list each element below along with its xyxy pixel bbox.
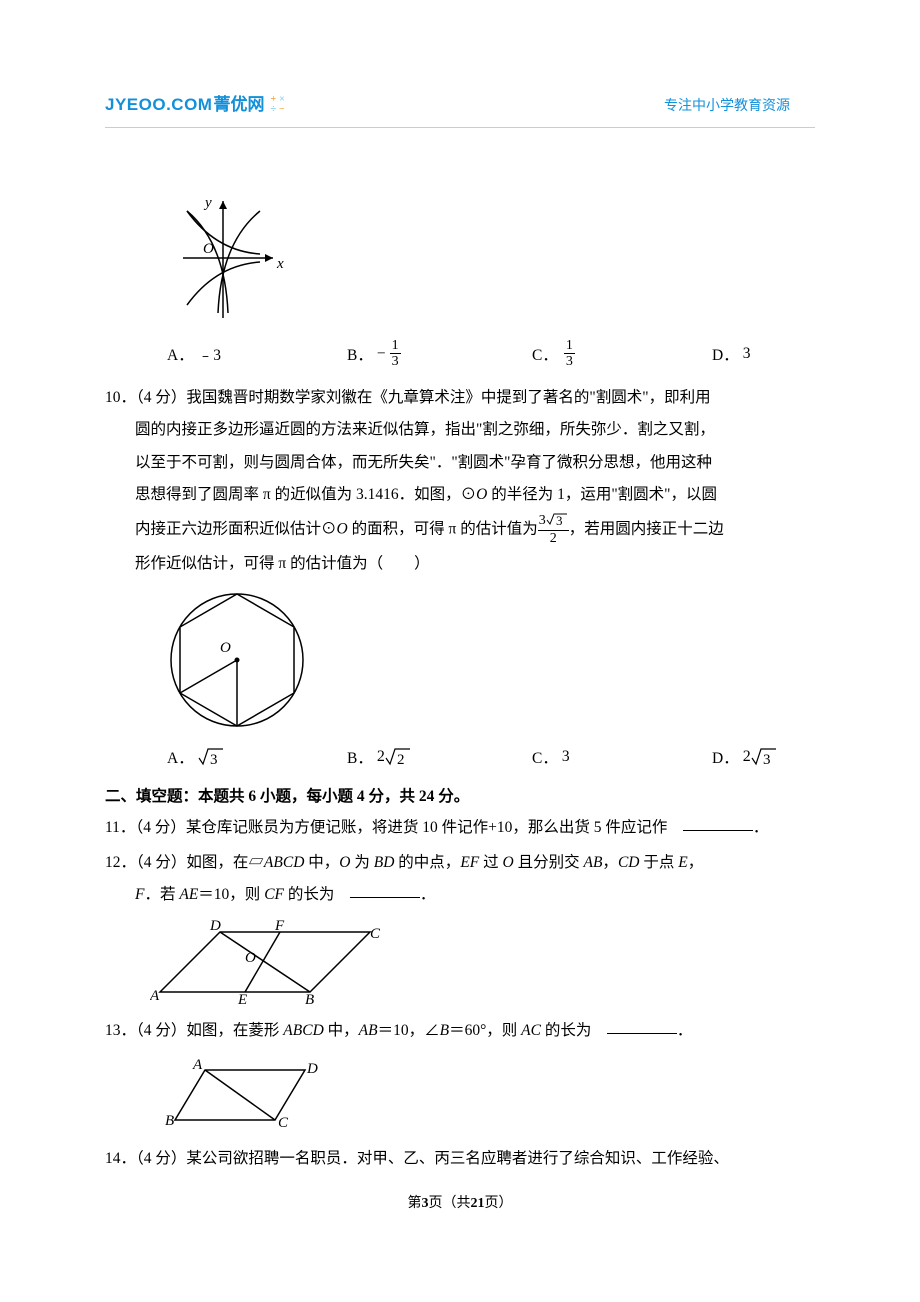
svg-text:B: B [305, 992, 314, 1005]
question-number: 12． [105, 854, 136, 871]
parallelogram-svg: A E B D F C O [150, 920, 380, 1005]
question-number: 11． [105, 819, 135, 836]
blank-fill-icon [683, 816, 753, 832]
logo-icon: +× ÷− [270, 95, 284, 115]
svg-text:2: 2 [397, 752, 405, 767]
q10-line3: 以至于不可割，则与圆周合体，而无所失矣"．"割圆术"孕育了微积分思想，他用这种 [135, 447, 815, 480]
sqrt-3-icon: 3 [198, 747, 224, 767]
q10-option-a: A． 3 [167, 746, 347, 768]
section-2-title: 二、填空题：本题共 6 小题，每小题 4 分，共 24 分。 [105, 781, 815, 812]
q12-figure: A E B D F C O [150, 920, 815, 1010]
option-value: 3 [562, 748, 570, 766]
q9-option-d: D． 3 [712, 343, 750, 365]
svg-text:B: B [165, 1113, 174, 1129]
q10-line5: 内接正六边形面积近似估计⊙O 的面积，可得 π 的估计值为332，若用圆内接正十… [135, 512, 815, 548]
q13: 13．（4 分）如图，在菱形 ABCD 中，AB＝10，∠B＝60°，则 AC … [105, 1015, 815, 1048]
page-header: JYEOO.COM 菁优网 +× ÷− 专注中小学教育资源 [0, 0, 920, 115]
blank-fill-icon [607, 1018, 677, 1034]
svg-text:3: 3 [210, 752, 218, 767]
question-points: （4 分） [136, 1150, 186, 1167]
q9-figure: O x y [165, 193, 815, 328]
question-points: （4 分） [136, 1022, 186, 1039]
q10-line2: 圆的内接正多边形逼近圆的方法来近似估算，指出"割之弥细，所失弥少．割之又割， [135, 414, 815, 447]
q10-option-b: B． 22 [347, 746, 532, 768]
fraction: 1 3 [564, 338, 575, 370]
q10-line6: 形作近似估计，可得 π 的估计值为（ ） [135, 548, 815, 581]
option-value: 3 [743, 345, 751, 363]
q13-figure: A D B C [165, 1055, 815, 1138]
svg-text:D: D [306, 1061, 318, 1077]
q10-option-d: D． 23 [712, 746, 777, 768]
svg-text:C: C [278, 1115, 289, 1131]
hyperbola-svg: O x y [165, 193, 290, 323]
question-points: （4 分） [135, 819, 185, 836]
q10-text1: 我国魏晋时期数学家刘徽在《九章算术注》中提到了著名的"割圆术"，即利用 [186, 389, 710, 406]
svg-text:E: E [237, 992, 247, 1005]
svg-text:A: A [150, 988, 160, 1004]
q12-line2: F．若 AE＝10，则 CF 的长为 ． [135, 879, 815, 912]
q10-line4: 思想得到了圆周率 π 的近似值为 3.1416．如图，⊙O 的半径为 1，运用"… [135, 479, 815, 512]
option-label: A． [167, 343, 194, 365]
option-label: A． [167, 746, 194, 768]
option-label: C． [532, 746, 558, 768]
q10-figure: O [165, 588, 815, 738]
q11: 11．（4 分）某仓库记账员为方便记账，将进货 10 件记作+10，那么出货 5… [105, 812, 815, 845]
question-number: 10． [105, 389, 136, 406]
q9-option-b: B． − 1 3 [347, 338, 532, 370]
fraction: 332 [538, 512, 569, 548]
page-footer: 第3页（共21页） [0, 1192, 920, 1212]
svg-text:O: O [220, 640, 231, 656]
fraction: 1 3 [390, 338, 401, 370]
option-value: ﹣3 [198, 343, 221, 365]
svg-text:F: F [274, 920, 285, 934]
question-points: （4 分） [136, 389, 186, 406]
question-points: （4 分） [136, 854, 186, 871]
q10-options: A． 3 B． 22 C． 3 D． 23 [167, 746, 815, 768]
q10-option-c: C． 3 [532, 746, 712, 768]
sqrt-2-icon: 2 [385, 747, 411, 767]
page-content: O x y A． ﹣3 B． − 1 3 C． 1 3 D． 3 [0, 128, 920, 1176]
q9-option-a: A． ﹣3 [167, 343, 347, 365]
option-label: D． [712, 343, 739, 365]
option-label: B． [347, 343, 373, 365]
q12: 12．（4 分）如图，在▱ABCD 中，O 为 BD 的中点，EF 过 O 且分… [105, 847, 815, 912]
svg-text:A: A [192, 1057, 203, 1073]
circle-hexagon-svg: O [165, 588, 310, 733]
svg-text:y: y [203, 195, 212, 211]
svg-text:D: D [209, 920, 221, 934]
svg-text:O: O [203, 241, 214, 257]
q14: 14．（4 分）某公司欲招聘一名职员．对甲、乙、丙三名应聘者进行了综合知识、工作… [105, 1143, 815, 1176]
q9-options: A． ﹣3 B． − 1 3 C． 1 3 D． 3 [167, 338, 815, 370]
option-label: D． [712, 746, 739, 768]
question-number: 13． [105, 1022, 136, 1039]
logo-text: JYEOO.COM [105, 95, 212, 115]
svg-text:x: x [276, 256, 284, 272]
sqrt-3-icon: 3 [751, 747, 777, 767]
rhombus-svg: A D B C [165, 1055, 325, 1133]
logo-section: JYEOO.COM 菁优网 +× ÷− [105, 90, 285, 115]
svg-text:C: C [370, 926, 380, 942]
q10: 10．（4 分）我国魏晋时期数学家刘徽在《九章算术注》中提到了著名的"割圆术"，… [105, 382, 815, 580]
logo-chinese: 菁优网 [213, 90, 264, 115]
blank-fill-icon [350, 883, 420, 899]
svg-text:3: 3 [556, 513, 563, 526]
slogan: 专注中小学教育资源 [664, 95, 790, 115]
svg-text:O: O [245, 950, 256, 966]
option-label: C． [532, 343, 558, 365]
question-number: 14． [105, 1150, 136, 1167]
svg-text:3: 3 [763, 752, 771, 767]
option-label: B． [347, 746, 373, 768]
q9-option-c: C． 1 3 [532, 338, 712, 370]
